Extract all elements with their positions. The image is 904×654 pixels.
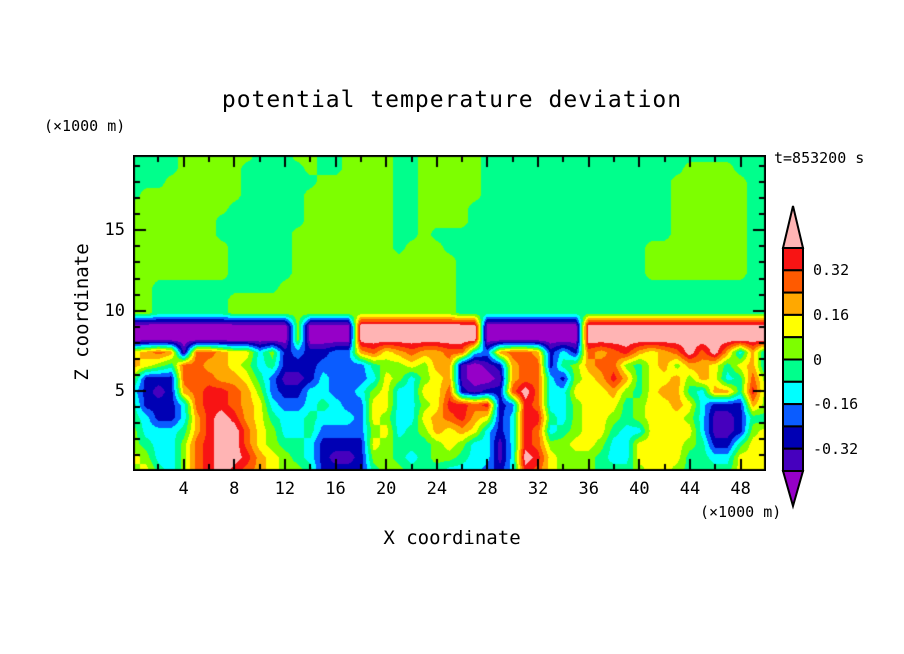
x-tick-label: 24: [426, 479, 448, 499]
colorbar-band: [782, 403, 804, 428]
colorbar-band: [782, 447, 804, 472]
colorbar-band: [782, 313, 804, 339]
colorbar-bottom-arrow: [781, 470, 805, 510]
z-axis-unit-label: (×1000 m): [44, 117, 126, 135]
time-label: t=853200 s: [774, 149, 865, 167]
colorbar-tick-label: 0.32: [813, 261, 850, 280]
x-tick-label: 8: [229, 479, 240, 499]
z-tick-label: 15: [104, 220, 125, 241]
colorbar-band: [782, 380, 804, 406]
colorbar-tick-label: 0: [813, 350, 823, 369]
chart-title: potential temperature deviation: [221, 87, 683, 113]
x-tick-label: 48: [730, 479, 751, 499]
x-tick-label: 40: [629, 479, 650, 499]
x-axis-title: X coordinate: [383, 527, 521, 549]
x-tick-label: 32: [527, 479, 549, 499]
colorbar-band: [782, 425, 804, 450]
x-tick-label: 20: [375, 479, 397, 499]
x-tick-label: 16: [325, 479, 346, 499]
z-tick-label: 5: [114, 380, 125, 401]
x-tick-label: 12: [274, 479, 296, 499]
colorbar-band: [782, 247, 804, 272]
colorbar-top-arrow: [781, 205, 805, 249]
colorbar-tick-label: -0.32: [813, 439, 859, 458]
x-tick-label: 28: [477, 479, 498, 499]
colorbar-tick-label: 0.16: [813, 305, 850, 324]
colorbar-band: [782, 269, 804, 294]
x-tick-label: 36: [578, 479, 599, 499]
x-tick-label: 4: [178, 479, 189, 499]
colorbar-band: [782, 358, 804, 383]
x-tick-label: 44: [679, 479, 701, 499]
x-axis-unit-label: (×1000 m): [700, 503, 782, 521]
colorbar-tick-label: -0.16: [813, 395, 859, 414]
colorbar-band: [782, 336, 804, 361]
colorbar: [781, 205, 805, 510]
contour-plot-canvas: [133, 155, 766, 471]
z-tick-label: 10: [104, 300, 125, 321]
colorbar-band: [782, 291, 804, 316]
